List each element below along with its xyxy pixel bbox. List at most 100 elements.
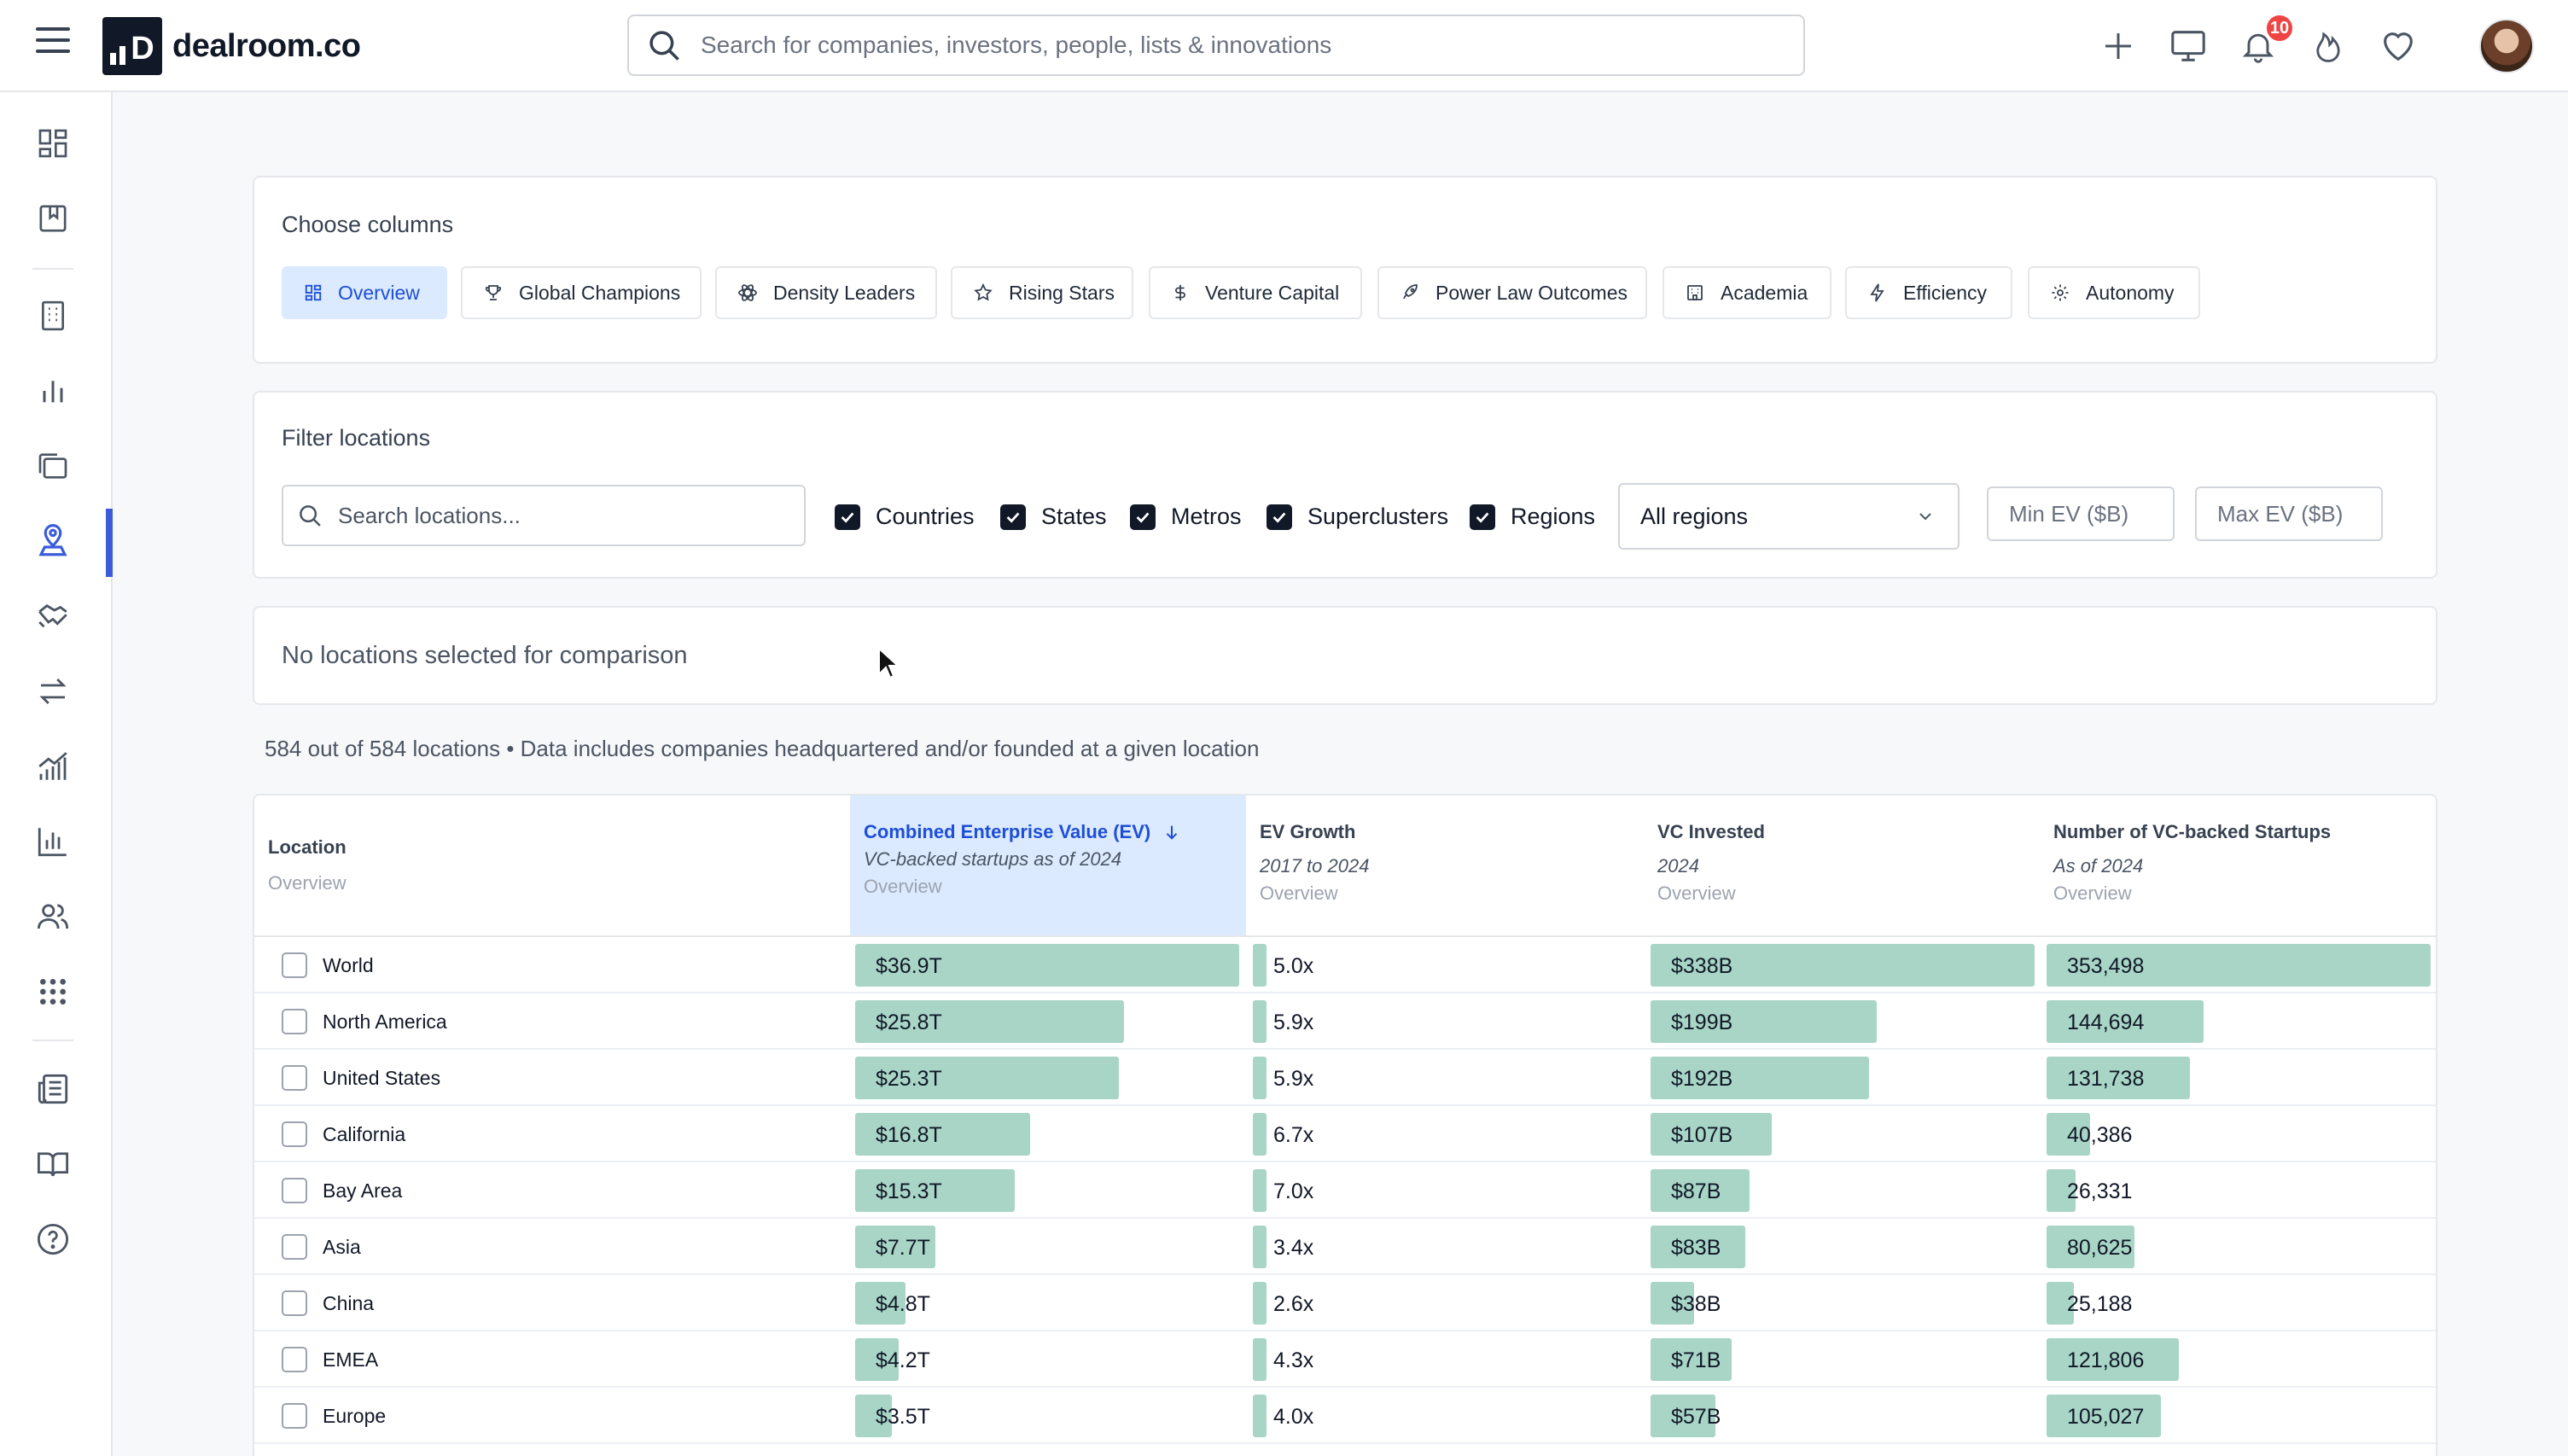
cell-value: 3.4x <box>1273 1236 1314 1260</box>
search-icon <box>649 31 679 61</box>
min-ev-field[interactable] <box>1987 486 2175 541</box>
ev-cell: $15.3T <box>855 1169 1239 1212</box>
global-search-input[interactable] <box>701 32 1725 59</box>
header-combined-ev[interactable]: Combined Enterprise Value (EV) VC-backed… <box>850 795 1246 935</box>
header-vc-startups[interactable]: Number of VC-backed Startups As of 2024 … <box>2040 795 2436 935</box>
filter-countries[interactable]: Countries <box>835 504 975 530</box>
ev-cell: $36.9T <box>855 944 1239 987</box>
row-checkbox[interactable] <box>282 1065 307 1091</box>
table-row[interactable]: United States $25.3T 5.9x $192B 131,738 <box>254 1050 2436 1106</box>
table-row[interactable]: California $16.8T 6.7x $107B 40,386 <box>254 1106 2436 1162</box>
value-bar <box>1651 1226 1745 1268</box>
table-row[interactable]: EMEA $4.2T 4.3x $71B 121,806 <box>254 1331 2436 1388</box>
checkbox-checked[interactable] <box>835 504 860 530</box>
book-icon[interactable] <box>34 1145 72 1183</box>
column-option-academia[interactable]: Academia <box>1663 266 1831 319</box>
row-checkbox[interactable] <box>282 1290 307 1316</box>
ev-cell: $4.2T <box>855 1338 1239 1381</box>
building-icon[interactable] <box>34 297 72 335</box>
max-ev-field[interactable] <box>2195 486 2383 541</box>
row-checkbox[interactable] <box>282 1009 307 1034</box>
checkbox-checked[interactable] <box>1000 504 1026 530</box>
column-option-venture-capital[interactable]: Venture Capital <box>1149 266 1362 319</box>
avatar[interactable] <box>2479 19 2534 73</box>
filter-metros[interactable]: Metros <box>1130 504 1242 530</box>
startups-cell: 25,188 <box>2047 1282 2431 1325</box>
min-ev-input[interactable] <box>2009 500 2163 527</box>
header-ev-growth[interactable]: EV Growth 2017 to 2024 Overview <box>1246 795 1644 935</box>
cell-value: 131,738 <box>2067 1067 2145 1091</box>
bookmark-icon[interactable] <box>34 200 72 237</box>
row-checkbox[interactable] <box>282 1121 307 1147</box>
choose-columns-title: Choose columns <box>282 212 454 237</box>
trend-chart-icon[interactable] <box>34 748 72 785</box>
handshake-icon[interactable] <box>34 597 72 635</box>
checkbox-checked[interactable] <box>1470 504 1495 530</box>
checkbox-checked[interactable] <box>1130 504 1156 530</box>
analytics-icon[interactable] <box>34 823 72 860</box>
table-row[interactable]: World $36.9T 5.0x $338B 353,498 <box>254 937 2436 993</box>
region-select[interactable]: All regions <box>1618 483 1959 550</box>
check-icon <box>1476 511 1489 523</box>
column-option-power-law-outcomes[interactable]: Power Law Outcomes <box>1377 266 1647 319</box>
location-icon[interactable] <box>34 522 72 560</box>
column-option-autonomy[interactable]: Autonomy <box>2028 266 2200 319</box>
heart-icon[interactable] <box>2379 26 2418 66</box>
news-icon[interactable] <box>34 1070 72 1108</box>
filter-regions[interactable]: Regions <box>1470 504 1595 530</box>
menu-icon[interactable] <box>36 27 70 61</box>
transfer-icon[interactable] <box>34 673 72 710</box>
header-location[interactable]: Location Overview <box>254 795 850 935</box>
filter-superclusters[interactable]: Superclusters <box>1267 504 1448 530</box>
bell-icon[interactable]: 10 <box>2239 13 2295 66</box>
value-bar <box>2047 1226 2134 1268</box>
cell-value: $7.7T <box>876 1236 930 1260</box>
apps-icon[interactable] <box>34 973 72 1010</box>
cell-value: $83B <box>1671 1236 1721 1260</box>
row-checkbox[interactable] <box>282 1234 307 1260</box>
table-row[interactable]: China $4.8T 2.6x $38B 25,188 <box>254 1275 2436 1331</box>
column-option-density-leaders[interactable]: Density Leaders <box>715 266 937 319</box>
row-checkbox[interactable] <box>282 1403 307 1429</box>
plus-icon[interactable] <box>2099 26 2138 66</box>
header-vc-invested[interactable]: VC Invested 2024 Overview <box>1644 795 2040 935</box>
location-search-input[interactable] <box>338 502 799 529</box>
row-checkbox[interactable] <box>282 1178 307 1203</box>
bar-chart-icon[interactable] <box>34 372 72 410</box>
value-bar <box>1651 1338 1732 1381</box>
value-bar <box>2047 1057 2190 1099</box>
table-row[interactable]: North America $25.8T 5.9x $199B 144,694 <box>254 993 2436 1050</box>
checkbox-checked[interactable] <box>1267 504 1292 530</box>
cell-value: $16.8T <box>876 1123 942 1147</box>
location-search[interactable] <box>282 485 806 546</box>
table-row[interactable]: Asia $7.7T 3.4x $83B 80,625 <box>254 1219 2436 1275</box>
cell-value: $4.2T <box>876 1348 930 1372</box>
growth-cell: 4.3x <box>1253 1338 1509 1381</box>
cell-value: 4.0x <box>1273 1405 1314 1429</box>
people-icon[interactable] <box>34 898 72 935</box>
value-bar <box>1253 1113 1267 1156</box>
table-row[interactable]: Europe $3.5T 4.0x $57B 105,027 <box>254 1388 2436 1444</box>
cell-value: $4.8T <box>876 1292 930 1316</box>
monitor-icon[interactable] <box>2169 26 2208 66</box>
column-option-overview[interactable]: Overview <box>282 266 447 319</box>
dashboard-icon[interactable] <box>34 125 72 162</box>
filter-label: States <box>1041 504 1107 529</box>
logo[interactable]: D dealroom.co <box>102 17 361 75</box>
location-name: North America <box>323 1010 447 1033</box>
help-icon[interactable] <box>34 1220 72 1258</box>
column-option-efficiency[interactable]: Efficiency <box>1845 266 2012 319</box>
column-option-rising-stars[interactable]: Rising Stars <box>951 266 1133 319</box>
cell-value: $38B <box>1671 1292 1721 1316</box>
search-icon <box>300 505 321 527</box>
row-checkbox[interactable] <box>282 1347 307 1372</box>
column-option-global-champions[interactable]: Global Champions <box>461 266 702 319</box>
table-row[interactable]: Bay Area $15.3T 7.0x $87B 26,331 <box>254 1162 2436 1219</box>
folders-icon[interactable] <box>34 447 72 485</box>
global-search[interactable] <box>627 15 1805 76</box>
max-ev-input[interactable] <box>2217 500 2371 527</box>
flame-icon[interactable] <box>2309 26 2348 66</box>
row-checkbox[interactable] <box>282 952 307 978</box>
filter-states[interactable]: States <box>1000 504 1107 530</box>
column-option-label: Academia <box>1721 281 1808 304</box>
